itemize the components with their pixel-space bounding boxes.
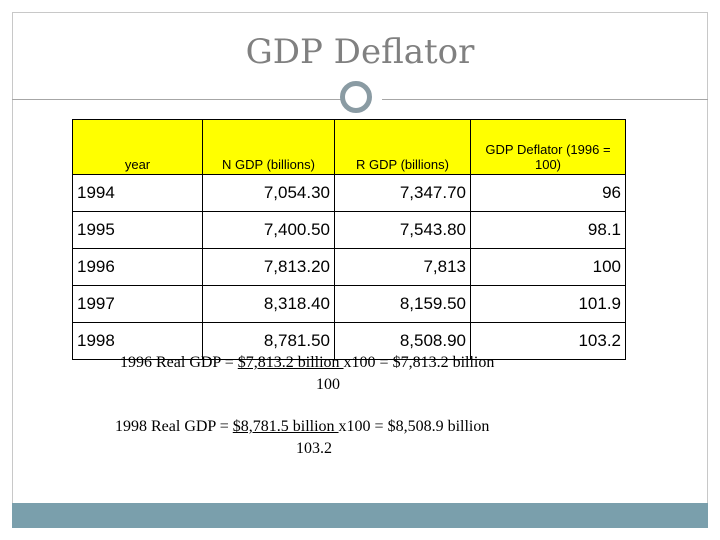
circle-ornament-icon — [340, 81, 372, 113]
formula-1998-real-gdp: 1998 Real GDP = $8,781.5 billion x100 = … — [115, 418, 489, 436]
bottom-accent-bar — [12, 503, 708, 528]
table-row: 1998 8,781.50 8,508.90 103.2 — [72, 322, 626, 360]
table-row: 1996 7,813.20 7,813 100 — [72, 248, 626, 286]
cell-year: 1994 — [72, 174, 203, 212]
cell-year: 1997 — [72, 285, 203, 323]
formula-1996-real-gdp: 1996 Real GDP = $7,813.2 billion x100 = … — [120, 354, 494, 372]
cell-real-gdp: 8,159.50 — [334, 285, 471, 323]
gdp-table: year N GDP (billions) R GDP (billions) G… — [72, 119, 626, 360]
formula-suffix: x100 = $8,508.9 billion — [338, 418, 490, 435]
formula-numerator: $8,781.5 billion — [232, 418, 339, 435]
header-nominal-gdp: N GDP (billions) — [202, 119, 335, 175]
cell-nominal-gdp: 7,813.20 — [202, 248, 335, 286]
cell-nominal-gdp: 7,400.50 — [202, 211, 335, 249]
title-divider-right — [382, 99, 708, 100]
header-year: year — [72, 119, 203, 175]
cell-deflator: 100 — [470, 248, 626, 286]
table-row: 1995 7,400.50 7,543.80 98.1 — [72, 211, 626, 249]
formula-1998-denominator: 103.2 — [296, 440, 332, 457]
title-divider-left — [12, 99, 342, 100]
slide-title: GDP Deflator — [245, 32, 475, 72]
formula-prefix: 1998 Real GDP = — [115, 418, 233, 435]
header-real-gdp: R GDP (billions) — [334, 119, 471, 175]
formula-prefix: 1996 Real GDP = — [120, 354, 238, 371]
formula-numerator: $7,813.2 billion — [237, 354, 344, 371]
formula-suffix: x100 = $7,813.2 billion — [343, 354, 495, 371]
header-gdp-deflator: GDP Deflator (1996 = 100) — [470, 119, 626, 175]
cell-year: 1995 — [72, 211, 203, 249]
formula-1996-denominator: 100 — [316, 376, 340, 393]
cell-real-gdp: 7,543.80 — [334, 211, 471, 249]
cell-real-gdp: 7,813 — [334, 248, 471, 286]
cell-deflator: 96 — [470, 174, 626, 212]
cell-real-gdp: 7,347.70 — [334, 174, 471, 212]
cell-deflator: 98.1 — [470, 211, 626, 249]
cell-year: 1998 — [72, 322, 203, 360]
table-row: 1997 8,318.40 8,159.50 101.9 — [72, 285, 626, 323]
cell-nominal-gdp: 8,781.50 — [202, 322, 335, 360]
cell-nominal-gdp: 7,054.30 — [202, 174, 335, 212]
cell-deflator: 101.9 — [470, 285, 626, 323]
table-header-row: year N GDP (billions) R GDP (billions) G… — [72, 119, 626, 175]
cell-deflator: 103.2 — [470, 322, 626, 360]
cell-nominal-gdp: 8,318.40 — [202, 285, 335, 323]
cell-year: 1996 — [72, 248, 203, 286]
table-row: 1994 7,054.30 7,347.70 96 — [72, 174, 626, 212]
